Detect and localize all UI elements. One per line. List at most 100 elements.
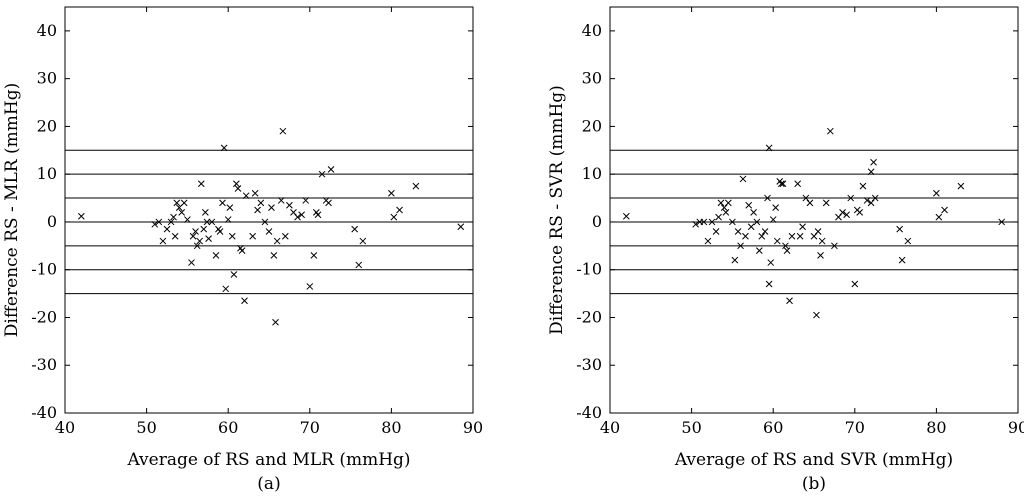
plot-frame <box>609 6 1019 414</box>
y-tick-label: -30 <box>576 355 602 374</box>
data-point <box>219 199 226 207</box>
y-tick-label: 0 <box>47 212 57 231</box>
data-point <box>871 194 879 202</box>
data-point <box>281 232 289 240</box>
x-tick-label: 90 <box>463 418 483 437</box>
data-point <box>298 211 305 219</box>
data-point <box>622 212 630 220</box>
data-point <box>788 232 796 240</box>
data-point <box>163 225 171 233</box>
data-point <box>257 199 265 207</box>
data-point <box>817 252 824 259</box>
data-point <box>318 170 326 178</box>
data-point <box>270 252 278 259</box>
data-point <box>279 127 287 135</box>
data-point <box>755 247 763 254</box>
y-tick-label: 40 <box>37 21 57 40</box>
data-point <box>708 218 716 226</box>
x-tick-label: 60 <box>763 418 783 437</box>
data-point <box>896 225 904 233</box>
data-point <box>230 271 238 278</box>
data-point <box>325 199 332 207</box>
data-point <box>238 247 246 254</box>
data-point <box>822 199 830 207</box>
data-point <box>189 232 197 240</box>
data-point <box>268 204 275 211</box>
x-tick-label: 50 <box>681 418 701 437</box>
x-axis-label: Average of RS and SVR (mmHg) <box>674 450 953 470</box>
data-point <box>779 180 787 188</box>
y-ticks: -40 -30 -20 -10 0 10 20 30 40 <box>31 21 473 422</box>
data-point <box>212 252 220 259</box>
data-point <box>155 218 163 226</box>
data-point <box>722 209 730 216</box>
y-tick-label: -20 <box>576 307 602 326</box>
panel-caption: (b) <box>802 474 826 494</box>
data-point <box>272 318 279 326</box>
data-point <box>226 204 234 211</box>
data-point <box>731 256 739 264</box>
data-point <box>286 201 293 209</box>
data-point <box>737 242 744 250</box>
data-point <box>724 199 732 207</box>
data-point <box>457 223 465 231</box>
data-point <box>859 182 867 190</box>
y-tick-label: -40 <box>31 403 57 422</box>
data-point <box>249 232 257 240</box>
data-point <box>396 206 403 214</box>
data-point <box>765 280 773 288</box>
data-point <box>273 237 281 245</box>
data-point <box>216 228 224 235</box>
data-point <box>778 180 785 188</box>
data-point <box>839 209 846 216</box>
data-point <box>192 228 199 235</box>
data-point <box>77 212 85 220</box>
data-point <box>758 232 766 240</box>
panel-caption: (a) <box>257 474 280 494</box>
data-point <box>717 199 725 207</box>
data-points <box>77 127 465 326</box>
data-point <box>205 235 212 243</box>
data-point <box>314 211 322 219</box>
data-point <box>769 216 777 223</box>
data-point <box>739 175 747 183</box>
data-point <box>783 247 791 254</box>
data-points <box>622 127 1006 319</box>
data-point <box>208 218 216 226</box>
x-tick-label: 40 <box>600 418 620 437</box>
data-point <box>355 261 363 269</box>
y-tick-label: 10 <box>37 164 57 183</box>
data-point <box>870 158 877 166</box>
y-tick-label: -10 <box>576 260 602 279</box>
data-point <box>767 259 775 266</box>
data-point <box>933 189 940 197</box>
data-point <box>306 283 314 290</box>
data-point <box>173 199 181 207</box>
y-tick-label: -40 <box>576 403 602 422</box>
data-point <box>794 180 802 188</box>
data-point <box>254 206 261 214</box>
y-tick-label: 10 <box>582 164 602 183</box>
data-point <box>302 197 310 204</box>
data-point <box>170 213 177 221</box>
data-point <box>806 199 814 207</box>
data-point <box>228 232 236 240</box>
data-point <box>200 225 208 233</box>
x-axis-label: Average of RS and MLR (mmHg) <box>126 450 410 470</box>
data-point <box>251 189 259 197</box>
data-point <box>203 218 211 226</box>
data-point <box>388 189 395 197</box>
y-tick-label: 0 <box>592 212 602 231</box>
data-point <box>813 311 820 319</box>
data-point <box>224 216 232 223</box>
x-tick-label: 50 <box>136 418 156 437</box>
data-point <box>898 256 906 264</box>
data-point <box>753 218 761 226</box>
data-point <box>193 242 201 250</box>
y-tick-label: -10 <box>31 260 57 279</box>
data-point <box>742 232 749 240</box>
data-point <box>159 237 167 245</box>
data-point <box>856 209 864 216</box>
data-point <box>782 242 789 250</box>
data-point <box>188 259 195 266</box>
